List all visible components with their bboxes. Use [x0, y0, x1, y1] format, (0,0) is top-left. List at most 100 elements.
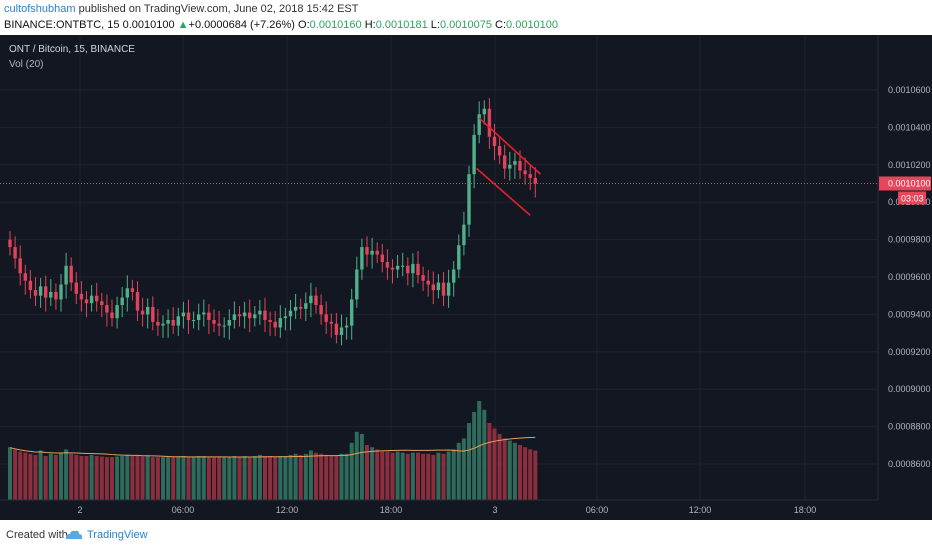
- open-label: O:: [298, 19, 310, 31]
- candle-body: [197, 314, 201, 321]
- volume-bar: [201, 456, 206, 500]
- volume-bar: [303, 453, 308, 500]
- candle-body: [79, 293, 84, 300]
- grid: [0, 35, 878, 500]
- open-value: 0.0010160: [309, 19, 362, 31]
- candle-body: [248, 312, 252, 319]
- volume-bar: [278, 456, 283, 500]
- volume-bars: [8, 401, 538, 500]
- candle-body: [207, 312, 211, 321]
- high-label: H:: [364, 19, 376, 31]
- volume-bar: [339, 453, 344, 500]
- volume-bar: [94, 456, 99, 500]
- volume-bar: [298, 454, 303, 500]
- candle-body: [329, 321, 333, 324]
- volume-bar: [288, 454, 293, 500]
- volume-bar: [135, 456, 140, 500]
- price-axis[interactable]: 0.00106000.00104000.00102000.00100000.00…: [877, 35, 931, 500]
- volume-bar: [171, 457, 176, 500]
- volume-bar: [436, 452, 441, 500]
- candle-body: [482, 108, 486, 115]
- volume-bar: [426, 453, 431, 500]
- chart-area[interactable]: 0.00106000.00104000.00102000.00100000.00…: [0, 35, 932, 520]
- volume-bar: [110, 457, 114, 500]
- candle-body: [462, 224, 466, 246]
- volume-bar: [64, 449, 69, 500]
- tradingview-brand[interactable]: TradingView: [87, 529, 148, 541]
- candle-body: [237, 314, 242, 317]
- volume-bar: [441, 453, 446, 500]
- legend-volume: Vol (20): [9, 59, 43, 70]
- countdown-label: 03:03: [901, 194, 924, 204]
- author-link[interactable]: cultofshubham: [4, 3, 76, 15]
- symbol-info: BINANCE:ONTBTC, 15 0.0010100 ▲+0.0000684…: [4, 19, 558, 31]
- publish-info: cultofshubham published on TradingView.c…: [4, 3, 358, 15]
- candle-body: [365, 247, 369, 255]
- volume-bar: [176, 456, 181, 500]
- volume-bar: [43, 456, 48, 500]
- candle-body: [375, 250, 379, 255]
- volume-bar: [482, 409, 487, 500]
- volume-bar: [446, 451, 451, 500]
- volume-bar: [13, 449, 18, 500]
- candle-body: [416, 263, 420, 276]
- price-change: +0.0000684 (+7.26%): [188, 19, 295, 31]
- price-tick-label: 0.0010200: [888, 160, 931, 170]
- candle-body: [477, 114, 481, 135]
- candle-body: [344, 325, 349, 328]
- volume-ma-line: [9, 436, 536, 458]
- low-label: L:: [430, 19, 440, 31]
- candle-body: [273, 321, 277, 328]
- candles: [8, 98, 537, 346]
- volume-bar: [217, 457, 222, 500]
- candle-body: [110, 312, 114, 319]
- candle-body: [59, 284, 63, 300]
- volume-bar: [344, 453, 349, 500]
- volume-bar: [502, 438, 507, 500]
- volume-bar: [48, 453, 53, 500]
- candle-body: [411, 263, 415, 274]
- price-tick-label: 0.0009800: [888, 235, 931, 245]
- volume-bar: [181, 456, 186, 500]
- volume-bar: [89, 454, 94, 500]
- candle-body: [38, 286, 43, 296]
- candle-body: [146, 306, 150, 315]
- volume-bar: [293, 453, 298, 500]
- time-axis[interactable]: 2 06:00 12:00 18:00 3 06:00 12:00 18:00: [0, 499, 878, 515]
- volume-bar: [53, 454, 58, 500]
- candle-body: [350, 299, 354, 326]
- candle-body: [523, 170, 527, 175]
- last-price-label-bg: [879, 176, 931, 191]
- candle-body: [212, 320, 216, 324]
- volume-bar: [308, 450, 313, 500]
- volume-bar: [263, 456, 267, 500]
- volume-bar: [155, 457, 160, 500]
- candle-body: [324, 314, 328, 322]
- volume-bar: [222, 457, 227, 500]
- candle-body: [390, 267, 395, 270]
- volume-bar: [196, 456, 201, 500]
- volume-bar: [451, 449, 456, 500]
- candle-body: [370, 250, 374, 255]
- volume-bar: [421, 453, 426, 500]
- candlestick-chart[interactable]: 0.00106000.00104000.00102000.00100000.00…: [0, 35, 932, 520]
- candle-body: [334, 323, 339, 335]
- candle-body: [360, 247, 364, 270]
- candle-body: [299, 306, 303, 309]
- time-tick-label: 18:00: [380, 505, 403, 515]
- candle-body: [304, 303, 308, 309]
- volume-bar: [497, 434, 502, 500]
- volume-bar: [257, 454, 262, 500]
- tradingview-logo-icon[interactable]: [64, 528, 84, 542]
- volume-bar: [400, 452, 405, 500]
- price-tick-label: 0.0010400: [888, 122, 931, 132]
- volume-bar: [232, 456, 237, 500]
- candle-body: [89, 295, 94, 304]
- volume-bar: [18, 451, 23, 500]
- trendline: [476, 167, 531, 216]
- high-value: 0.0010181: [375, 19, 428, 31]
- candle-body: [492, 136, 497, 147]
- volume-bar: [329, 456, 334, 500]
- candle-body: [166, 320, 170, 324]
- time-tick-label: 06:00: [172, 505, 195, 515]
